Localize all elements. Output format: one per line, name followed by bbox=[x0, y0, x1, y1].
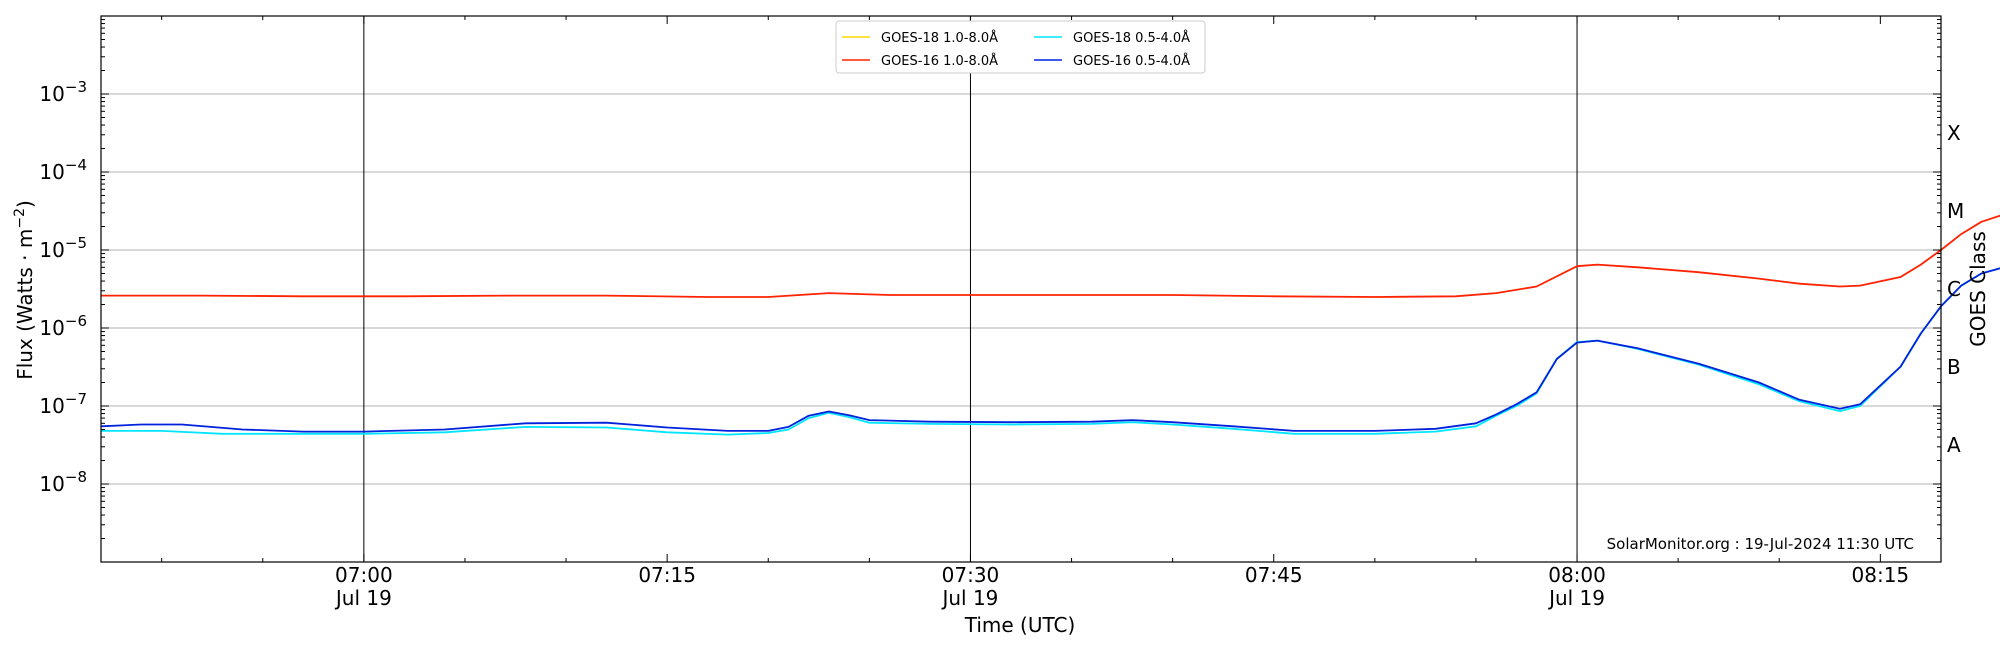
goes-class-label: B bbox=[1947, 355, 1961, 379]
y-tick-label-exponent: −3 bbox=[65, 78, 87, 96]
y-tick-label-exponent: −8 bbox=[65, 468, 87, 486]
y-tick-label: 10−7 bbox=[39, 390, 87, 418]
legend-label-goes16-short: GOES-16 0.5-4.0Å bbox=[1073, 53, 1190, 69]
y-axis-label-end: ) bbox=[13, 200, 37, 208]
y-axis-label-main: Flux (Watts · m bbox=[13, 229, 37, 380]
y-tick-label-base: 10 bbox=[39, 316, 64, 340]
x-tick-label-time: 07:45 bbox=[1245, 563, 1303, 587]
legend: GOES-18 1.0-8.0Å GOES-16 1.0-8.0Å GOES-1… bbox=[835, 20, 1206, 74]
x-tick-label-time: 07:00 bbox=[335, 563, 393, 587]
y-axis-label-sup: −2 bbox=[12, 208, 28, 229]
x-tick-label-time: 08:15 bbox=[1852, 563, 1910, 587]
x-tick-label-date: Jul 19 bbox=[940, 586, 998, 610]
y-tick-label-base: 10 bbox=[39, 238, 64, 262]
horizontal-grid bbox=[101, 93, 1941, 485]
goes-class-label: A bbox=[1947, 433, 1961, 457]
series-line bbox=[101, 267, 2000, 436]
legend-label-goes18-long: GOES-18 1.0-8.0Å bbox=[881, 30, 998, 46]
y-tick-label-base: 10 bbox=[39, 82, 64, 106]
y-tick-label: 10−5 bbox=[39, 234, 87, 262]
y-tick-label-base: 10 bbox=[39, 394, 64, 418]
series-lines bbox=[100, 214, 2000, 436]
y-tick-label-exponent: −4 bbox=[65, 156, 87, 174]
watermark: SolarMonitor.org : 19-Jul-2024 11:30 UTC bbox=[1607, 535, 1914, 553]
goes-class-label: X bbox=[1947, 121, 1961, 145]
y-axis-ticks: 10−810−710−610−510−410−3 bbox=[39, 19, 1941, 540]
legend-box bbox=[835, 20, 1206, 74]
x-tick-label-time: 07:15 bbox=[638, 563, 696, 587]
y-tick-label: 10−3 bbox=[39, 78, 87, 106]
y-tick-label-exponent: −6 bbox=[65, 312, 87, 330]
goes-class-label: M bbox=[1947, 199, 1964, 223]
legend-label-goes16-long: GOES-16 1.0-8.0Å bbox=[881, 53, 998, 69]
right-axis-label: GOES Class bbox=[1966, 231, 1990, 347]
y-tick-label: 10−6 bbox=[39, 312, 87, 340]
y-tick-label-base: 10 bbox=[39, 160, 64, 184]
plot-area-frame bbox=[100, 15, 1942, 563]
y-tick-label: 10−8 bbox=[39, 468, 87, 496]
y-tick-label-exponent: −7 bbox=[65, 390, 87, 408]
series-line bbox=[101, 214, 2000, 298]
y-tick-label-exponent: −5 bbox=[65, 234, 87, 252]
y-tick-label-base: 10 bbox=[39, 472, 64, 496]
x-tick-label-date: Jul 19 bbox=[334, 586, 392, 610]
x-tick-label-time: 08:00 bbox=[1548, 563, 1606, 587]
series-line bbox=[100, 267, 2000, 433]
day-boundary-lines bbox=[363, 16, 1578, 562]
y-tick-label: 10−4 bbox=[39, 156, 87, 184]
x-axis-label: Time (UTC) bbox=[964, 613, 1076, 637]
goes-class-labels: A B C M X bbox=[1947, 121, 1964, 457]
legend-label-goes18-short: GOES-18 0.5-4.0Å bbox=[1073, 30, 1190, 46]
goes-class-label: C bbox=[1947, 277, 1961, 301]
x-tick-label-date: Jul 19 bbox=[1547, 586, 1605, 610]
x-tick-label-time: 07:30 bbox=[942, 563, 1000, 587]
y-axis-label: Flux (Watts · m−2) bbox=[12, 200, 37, 380]
